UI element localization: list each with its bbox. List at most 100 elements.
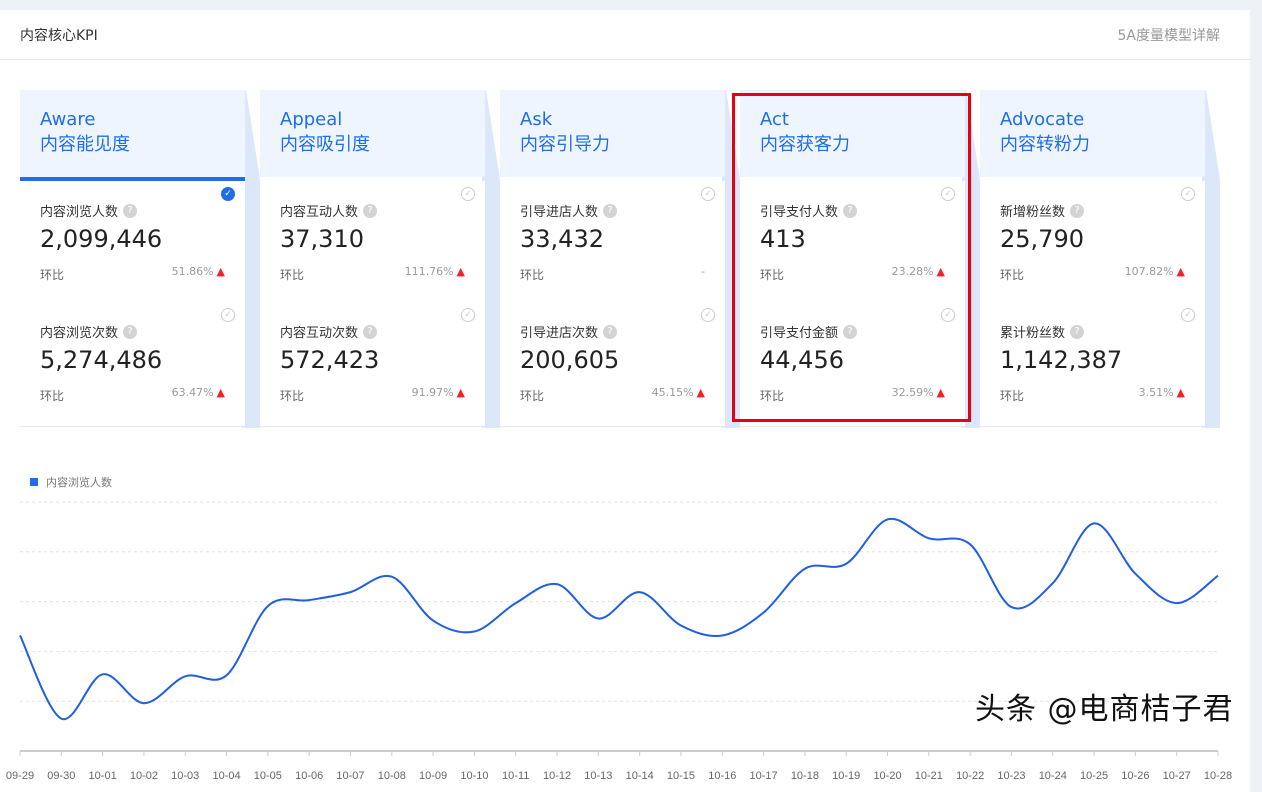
kpi-column-ask[interactable]: Ask 内容引导力 ✓ 引导进店人数? 33,432 环比 - ✓ 引导进店次数… (500, 90, 740, 428)
legend-label: 内容浏览人数 (46, 476, 112, 489)
check-circle-icon[interactable]: ✓ (461, 187, 475, 201)
checked-circle-icon[interactable]: ✓ (221, 187, 235, 201)
model-detail-link[interactable]: 5A度量模型详解 (1117, 28, 1220, 44)
metric-card[interactable]: ✓ 累计粉丝数? 1,142,387 环比 3.51% ▲ (980, 302, 1205, 427)
x-tick-label: 10-13 (584, 770, 612, 782)
x-tick-label: 09-30 (47, 770, 75, 782)
arrow-up-icon: ▲ (456, 386, 465, 399)
x-tick-label: 10-12 (543, 770, 571, 782)
mom-change: 3.51% ▲ (1139, 386, 1185, 399)
mom-change: 32.59% ▲ (892, 386, 945, 399)
metric-card[interactable]: ✓ 新增粉丝数? 25,790 环比 107.82% ▲ (980, 181, 1205, 306)
mom-label: 环比 (40, 389, 65, 403)
x-tick-label: 10-25 (1080, 770, 1108, 782)
arrow-up-icon: ▲ (936, 265, 945, 278)
metric-label: 内容浏览人数 (40, 205, 119, 220)
metric-label-wrap: 内容互动次数? (280, 322, 378, 341)
mom-label: 环比 (520, 389, 545, 403)
help-icon[interactable]: ? (123, 203, 138, 218)
metric-card[interactable]: ✓ 内容互动次数? 572,423 环比 91.97% ▲ (260, 302, 485, 427)
mom-change: 63.47% ▲ (172, 386, 225, 399)
x-tick-label: 10-24 (1039, 770, 1067, 782)
arrow-up-icon: ▲ (456, 265, 465, 278)
series-line (19, 517, 1219, 720)
metric-value: 572,423 (280, 346, 380, 374)
column-header[interactable]: Advocate 内容转粉力 (980, 90, 1205, 177)
x-tick-label: 10-02 (130, 770, 158, 782)
help-icon[interactable]: ? (603, 203, 618, 218)
line-chart: 09-29 09-30 10-01 10-02 10-03 10-04 10-05 10-06… (6, 501, 1232, 782)
column-title-en: Act (760, 109, 789, 130)
help-icon[interactable]: ? (363, 203, 378, 218)
column-arrow (482, 90, 500, 428)
metric-card[interactable]: ✓ 引导进店人数? 33,432 环比 - (500, 181, 725, 306)
check-circle-icon[interactable]: ✓ (221, 308, 235, 322)
metric-label-wrap: 内容浏览次数? (40, 322, 138, 341)
check-circle-icon[interactable]: ✓ (941, 308, 955, 322)
x-tick-label: 10-28 (1204, 770, 1232, 782)
column-title-cn: 内容引导力 (520, 134, 610, 155)
x-tick-label: 10-22 (956, 770, 984, 782)
check-circle-icon[interactable]: ✓ (701, 187, 715, 201)
x-tick-label: 10-21 (915, 770, 943, 782)
metric-label: 引导进店人数 (520, 205, 599, 220)
column-header[interactable]: Act 内容获客力 (740, 90, 965, 177)
metric-label-wrap: 引导支付金额? (760, 322, 858, 341)
x-tick-label: 10-15 (667, 770, 695, 782)
x-tick-label: 10-18 (791, 770, 819, 782)
check-circle-icon[interactable]: ✓ (1181, 187, 1195, 201)
x-tick-label: 10-04 (212, 770, 240, 782)
metric-card[interactable]: ✓ 内容互动人数? 37,310 环比 111.76% ▲ (260, 181, 485, 306)
help-icon[interactable]: ? (843, 203, 858, 218)
help-icon[interactable]: ? (123, 324, 138, 339)
metric-label: 引导支付金额 (760, 326, 839, 341)
mom-value: - (701, 265, 705, 278)
column-header[interactable]: Ask 内容引导力 (500, 90, 725, 177)
metric-value: 33,432 (520, 225, 604, 253)
check-circle-icon[interactable]: ✓ (701, 308, 715, 322)
help-icon[interactable]: ? (1070, 324, 1085, 339)
mom-change: 45.15% ▲ (652, 386, 705, 399)
metric-value: 200,605 (520, 346, 620, 374)
chart-legend[interactable]: 内容浏览人数 (30, 474, 112, 490)
mom-change: - (701, 265, 705, 278)
active-indicator (20, 177, 245, 181)
metric-label-wrap: 累计粉丝数? (1000, 322, 1085, 341)
check-circle-icon[interactable]: ✓ (941, 187, 955, 201)
x-tick-label: 09-29 (6, 770, 34, 782)
help-icon[interactable]: ? (363, 324, 378, 339)
column-title-en: Ask (520, 109, 553, 130)
x-tick-label: 10-26 (1121, 770, 1149, 782)
column-title-cn: 内容获客力 (760, 134, 850, 155)
metric-label: 引导支付人数 (760, 205, 839, 220)
help-icon[interactable]: ? (843, 324, 858, 339)
metric-card[interactable]: ✓ 引导进店次数? 200,605 环比 45.15% ▲ (500, 302, 725, 427)
help-icon[interactable]: ? (603, 324, 618, 339)
metric-card[interactable]: ✓ 内容浏览人数? 2,099,446 环比 51.86% ▲ (20, 181, 245, 306)
x-tick-label: 10-06 (295, 770, 323, 782)
column-header[interactable]: Appeal 内容吸引度 (260, 90, 485, 177)
metric-label-wrap: 引导进店次数? (520, 322, 618, 341)
x-tick-label: 10-07 (336, 770, 364, 782)
column-title-cn: 内容转粉力 (1000, 134, 1090, 155)
metric-card[interactable]: ✓ 引导支付人数? 413 环比 23.28% ▲ (740, 181, 965, 306)
legend-swatch (30, 478, 38, 486)
kpi-column-act[interactable]: Act 内容获客力 ✓ 引导支付人数? 413 环比 23.28% ▲ ✓ 引导支… (740, 90, 980, 428)
metric-card[interactable]: ✓ 内容浏览次数? 5,274,486 环比 63.47% ▲ (20, 302, 245, 427)
kpi-column-appeal[interactable]: Appeal 内容吸引度 ✓ 内容互动人数? 37,310 环比 111.76%… (260, 90, 500, 428)
check-circle-icon[interactable]: ✓ (461, 308, 475, 322)
check-circle-icon[interactable]: ✓ (1181, 308, 1195, 322)
column-arrow (962, 90, 980, 428)
mom-label: 环比 (760, 389, 785, 403)
x-tick-label: 10-05 (254, 770, 282, 782)
metric-card[interactable]: ✓ 引导支付金额? 44,456 环比 32.59% ▲ (740, 302, 965, 427)
mom-label: 环比 (280, 389, 305, 403)
kpi-column-aware[interactable]: Aware 内容能见度 ✓ 内容浏览人数? 2,099,446 环比 51.86… (20, 90, 260, 428)
metric-value: 5,274,486 (40, 346, 163, 374)
metric-label-wrap: 内容互动人数? (280, 201, 378, 220)
kpi-column-advocate[interactable]: Advocate 内容转粉力 ✓ 新增粉丝数? 25,790 环比 107.82… (980, 90, 1220, 428)
help-icon[interactable]: ? (1070, 203, 1085, 218)
column-header[interactable]: Aware 内容能见度 (20, 90, 245, 177)
x-tick-label: 10-20 (873, 770, 901, 782)
metric-label: 新增粉丝数 (1000, 205, 1066, 220)
